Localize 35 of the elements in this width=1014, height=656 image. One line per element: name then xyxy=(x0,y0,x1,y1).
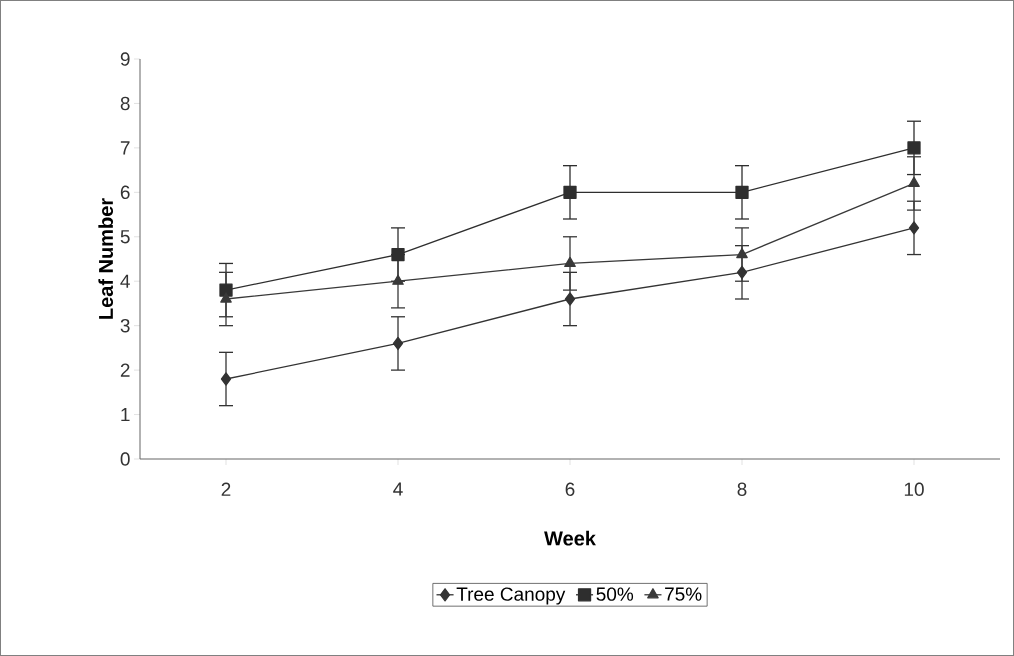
x-tick-label: 4 xyxy=(393,482,403,496)
legend-label: 75% xyxy=(665,587,702,601)
point xyxy=(736,247,748,259)
y-tick-label: 1 xyxy=(121,408,130,422)
point xyxy=(564,292,576,306)
legend-label: Tree Canopy xyxy=(456,587,566,605)
point xyxy=(219,283,233,297)
x-tick-label: 2 xyxy=(221,482,231,496)
x-tick-label: 10 xyxy=(904,482,924,496)
y-axis-title: Leaf Number xyxy=(98,198,114,319)
point xyxy=(735,185,749,199)
point xyxy=(736,265,748,279)
y-tick-label: 3 xyxy=(120,318,130,333)
y-tick-label: 5 xyxy=(120,230,130,244)
point xyxy=(392,336,404,351)
y-tick-label: 0 xyxy=(120,452,130,466)
x-tick-label: 6 xyxy=(565,482,575,496)
point xyxy=(907,141,921,155)
y-tick-label: 4 xyxy=(120,274,130,288)
point xyxy=(908,176,920,188)
point xyxy=(564,256,576,268)
point xyxy=(220,292,232,303)
x-tick-label: 8 xyxy=(737,482,747,496)
legend-label: 50% xyxy=(596,587,634,601)
point xyxy=(391,247,405,262)
y-tick-label: 8 xyxy=(120,96,130,111)
x-axis-title: Week xyxy=(544,530,596,546)
point xyxy=(220,372,232,386)
point xyxy=(392,274,404,285)
point xyxy=(563,185,577,199)
y-tick-label: 7 xyxy=(120,141,130,155)
y-tick-label: 9 xyxy=(120,52,130,66)
point xyxy=(908,221,920,235)
y-tick-label: 2 xyxy=(120,363,130,377)
y-tick-label: 6 xyxy=(120,185,130,200)
